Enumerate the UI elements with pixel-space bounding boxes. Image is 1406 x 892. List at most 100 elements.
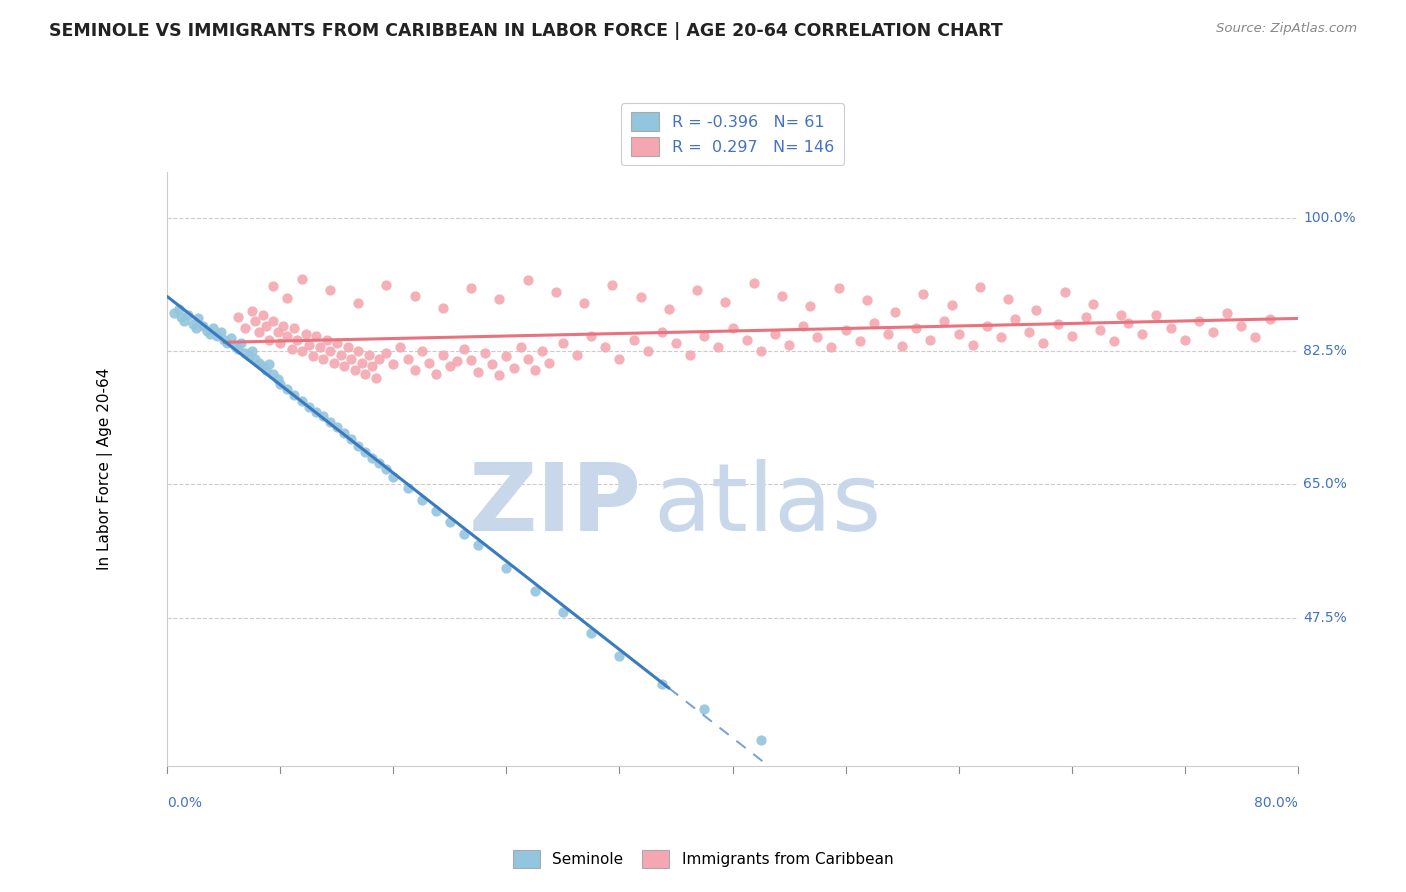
Point	[209, 325, 232, 339]
Point	[1102, 334, 1125, 349]
Text: atlas: atlas	[654, 458, 882, 551]
Point	[201, 321, 224, 335]
Point	[252, 308, 274, 322]
Point	[375, 462, 398, 476]
Point	[269, 336, 291, 351]
Point	[884, 305, 907, 319]
Point	[240, 344, 263, 359]
Point	[247, 325, 270, 339]
Point	[551, 606, 574, 620]
Point	[609, 351, 631, 366]
Point	[502, 360, 524, 375]
Point	[177, 308, 200, 322]
Point	[319, 344, 342, 359]
Point	[488, 293, 510, 307]
Point	[530, 344, 553, 359]
Point	[312, 409, 335, 423]
Point	[778, 338, 800, 352]
Point	[763, 326, 786, 341]
Point	[962, 338, 984, 352]
Point	[354, 445, 377, 459]
Point	[523, 363, 546, 377]
Point	[337, 340, 360, 354]
Point	[658, 302, 681, 317]
Legend: Seminole, Immigrants from Caribbean: Seminole, Immigrants from Caribbean	[506, 844, 900, 873]
Point	[323, 355, 346, 369]
Point	[269, 376, 291, 391]
Point	[651, 325, 673, 339]
Point	[467, 365, 489, 379]
Point	[1109, 308, 1132, 322]
Text: ZIP: ZIP	[470, 458, 643, 551]
Point	[368, 351, 391, 366]
Point	[863, 316, 886, 330]
Point	[257, 357, 280, 371]
Point	[990, 330, 1012, 344]
Point	[368, 456, 391, 470]
Point	[262, 313, 284, 327]
Point	[1074, 310, 1097, 324]
Text: In Labor Force | Age 20-64: In Labor Force | Age 20-64	[97, 368, 112, 570]
Point	[326, 420, 349, 434]
Point	[488, 368, 510, 383]
Point	[352, 355, 374, 369]
Point	[920, 333, 942, 347]
Point	[1258, 312, 1281, 326]
Point	[1004, 312, 1026, 326]
Point	[834, 323, 856, 337]
Point	[276, 382, 298, 396]
Point	[707, 340, 730, 354]
Point	[212, 333, 235, 347]
Point	[595, 340, 617, 354]
Text: 47.5%: 47.5%	[1303, 611, 1347, 624]
Point	[425, 367, 447, 381]
Point	[252, 359, 274, 374]
Point	[333, 425, 356, 440]
Point	[948, 326, 970, 341]
Point	[316, 333, 339, 347]
Point	[418, 355, 440, 369]
Point	[997, 293, 1019, 307]
Point	[565, 348, 588, 362]
Point	[404, 289, 426, 303]
Point	[361, 450, 384, 465]
Point	[1060, 329, 1083, 343]
Point	[579, 626, 602, 640]
Point	[495, 561, 517, 575]
Point	[1032, 336, 1054, 351]
Point	[347, 439, 370, 453]
Point	[243, 313, 266, 327]
Point	[551, 336, 574, 351]
Point	[630, 290, 652, 304]
Point	[770, 288, 793, 302]
Point	[799, 299, 821, 313]
Point	[855, 293, 877, 307]
Point	[1018, 325, 1040, 339]
Point	[262, 279, 284, 293]
Point	[537, 355, 560, 369]
Point	[302, 350, 325, 364]
Point	[340, 351, 363, 366]
Point	[453, 527, 475, 541]
Point	[330, 348, 353, 362]
Point	[905, 321, 928, 335]
Point	[735, 333, 758, 347]
Legend: R = -0.396   N= 61, R =  0.297   N= 146: R = -0.396 N= 61, R = 0.297 N= 146	[621, 103, 844, 165]
Point	[1202, 325, 1225, 339]
Point	[749, 732, 772, 747]
Point	[544, 285, 567, 300]
Point	[290, 272, 312, 286]
Point	[404, 363, 426, 377]
Point	[163, 306, 186, 320]
Point	[891, 339, 914, 353]
Point	[195, 324, 218, 338]
Text: 82.5%: 82.5%	[1303, 344, 1347, 358]
Point	[637, 344, 659, 359]
Point	[679, 348, 702, 362]
Point	[1046, 318, 1069, 332]
Point	[742, 277, 765, 291]
Point	[969, 280, 991, 294]
Point	[1216, 306, 1239, 320]
Point	[432, 301, 454, 315]
Point	[1088, 323, 1111, 337]
